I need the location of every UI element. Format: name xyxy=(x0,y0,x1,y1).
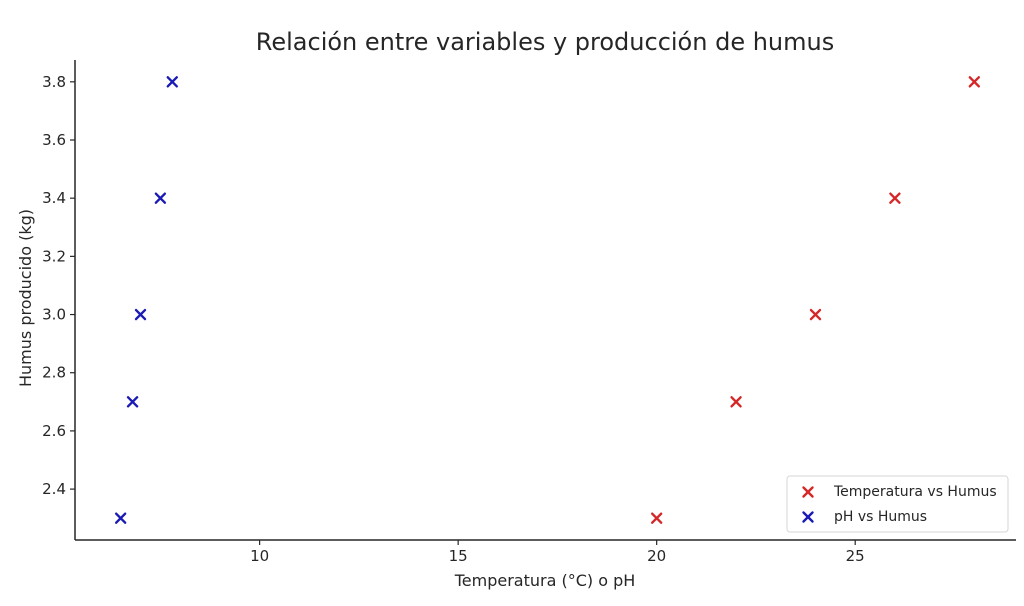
temperature-point xyxy=(650,512,663,524)
temperature-point xyxy=(889,192,901,204)
x-tick-label: 20 xyxy=(647,547,666,565)
x-tick-label: 10 xyxy=(250,547,269,565)
legend: Temperatura vs Humus pH vs Humus xyxy=(786,475,1009,533)
legend-marker-temperature xyxy=(802,486,814,498)
legend-marker-ph xyxy=(802,511,814,523)
x-tick-label: 15 xyxy=(449,547,468,565)
y-tick-label: 3.6 xyxy=(42,131,66,149)
y-tick-label: 3.4 xyxy=(42,189,66,207)
y-tick-label: 2.4 xyxy=(42,480,66,498)
legend-label-ph: pH vs Humus xyxy=(834,509,927,525)
temperature-point xyxy=(730,396,742,408)
chart-title: Relación entre variables y producción de… xyxy=(256,28,834,56)
y-tick-label: 3.2 xyxy=(42,247,66,265)
y-tick-label: 2.8 xyxy=(42,364,66,382)
y-tick-label: 3.8 xyxy=(42,73,66,91)
temperature-point xyxy=(809,308,822,321)
y-axis-label: Humus producido (kg) xyxy=(16,209,35,387)
ph-point xyxy=(126,396,139,408)
legend-label-temperature: Temperatura vs Humus xyxy=(833,484,997,500)
temperature-point xyxy=(968,76,981,88)
y-tick-label: 3.0 xyxy=(42,306,66,324)
y-tick-label: 2.6 xyxy=(42,422,66,440)
ph-point xyxy=(154,192,167,204)
data-points xyxy=(114,76,981,524)
ph-point xyxy=(134,308,147,321)
legend-box xyxy=(786,475,1009,533)
ph-point xyxy=(166,76,178,88)
x-tick-label: 25 xyxy=(846,547,865,565)
axis-ticks: 10 15 20 25 2.4 2.6 2.8 3.0 3.2 3.4 3.6 3.8 xyxy=(42,73,865,565)
x-axis-label: Temperatura (°C) o pH xyxy=(454,571,636,590)
ph-point xyxy=(114,512,127,524)
